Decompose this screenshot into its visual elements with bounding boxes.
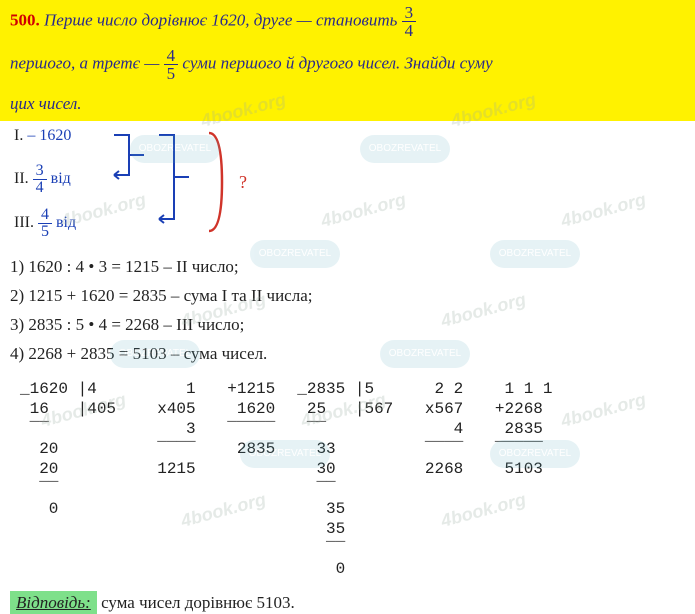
calc-col-1: _1620 |4 16 |405 ‾‾ 20 20 ‾‾ 0 [20,379,126,519]
bracket-red [204,127,234,237]
calc-col-2: 1 x405 3 ‾‾‾‾ 1215 [148,379,196,479]
fraction-3-4: 3 4 [402,4,417,39]
roman-2: II. [14,170,29,187]
step-1: 1) 1620 : 4 • 3 = 1215 – II число; [10,253,695,282]
question-mark: ? [239,172,247,193]
problem-text-3: суми першого й другого чисел. Знайди сум… [182,53,492,72]
problem-number: 500. [10,10,40,29]
diag-text-3: від [56,214,76,231]
calc-col-6: 1 1 1 +2268 2835 ‾‾‾‾‾ 5103 [485,379,552,479]
calc-col-4: _2835 |5 25 |567 ‾‾ 33 30 ‾‾ 35 35 ‾‾ 0 [297,379,393,579]
solution-steps: 1) 1620 : 4 • 3 = 1215 – II число; 2) 12… [10,253,695,369]
problem-text-2: першого, а третє — [10,53,159,72]
problem-text-4: цих чисел. [10,94,82,113]
step-4: 4) 2268 + 2835 = 5103 – сума чисел. [10,340,695,369]
step-2: 2) 1215 + 1620 = 2835 – сума I та II чис… [10,282,695,311]
diag-text-2: від [51,170,71,187]
calc-col-3: +1215 1620 ‾‾‾‾‾ 2835 [218,379,276,459]
problem-statement: 500. Перше число дорівнює 1620, друге — … [0,0,695,43]
problem-statement-2: першого, а третє — 4 5 суми першого й др… [0,43,695,86]
bracket-blue-1 [109,127,149,183]
calc-col-5: 2 2 x567 4 ‾‾‾‾ 2268 [415,379,463,479]
diag-val-1: – 1620 [27,127,71,144]
problem-text-1: Перше число дорівнює 1620, друге — стано… [44,10,397,29]
calculations-grid: _1620 |4 16 |405 ‾‾ 20 20 ‾‾ 0 1 x405 3 … [20,379,695,579]
diag-frac-3: 4 5 [38,207,52,240]
answer-label: Відповідь: [10,591,97,614]
roman-3: III. [14,214,34,231]
scheme-diagram: I. – 1620 II. 3 4 від III. 4 5 від ? [14,127,695,247]
diag-frac-2: 3 4 [33,163,47,196]
fraction-4-5: 4 5 [164,47,179,82]
answer-text: сума чисел дорівнює 5103. [101,593,295,612]
problem-statement-3: цих чисел. [0,86,695,121]
bracket-blue-2 [154,127,194,227]
step-3: 3) 2835 : 5 • 4 = 2268 – III число; [10,311,695,340]
roman-1: I. [14,127,23,144]
